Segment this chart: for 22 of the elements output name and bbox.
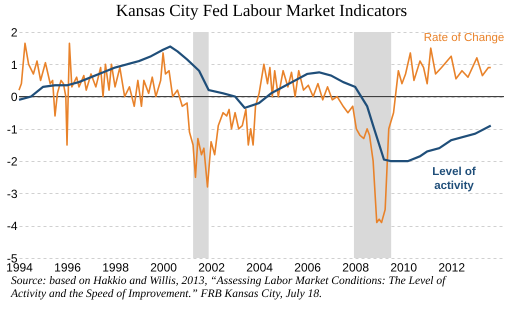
y-tick-label: 1 [10, 58, 18, 72]
x-tick-label: 2002 [198, 260, 226, 274]
series-label: Level of activity [432, 166, 476, 192]
x-tick-label: 1998 [102, 260, 130, 274]
series-label: Rate of Change [424, 32, 504, 44]
line-series [18, 42, 492, 224]
x-tick-label: 2010 [390, 260, 418, 274]
y-tick-label: -2 [6, 154, 18, 169]
line-series [18, 45, 492, 162]
y-tick-label: 2 [10, 26, 18, 40]
y-tick-label: 0 [10, 90, 18, 104]
y-tick-label: -1 [6, 122, 18, 136]
x-tick-label: 2006 [294, 260, 322, 274]
x-tick-label: 2008 [342, 260, 370, 274]
chart-title: Kansas City Fed Labour Market Indicators [116, 1, 408, 20]
x-tick-label: 2000 [150, 260, 178, 274]
x-tick-label: 2004 [246, 260, 274, 274]
source-note: Source: based on Hakkio and Willis, 2013, “Assessing Labor Market Conditions: The Level of Activity and the Speed of Improvement.” FRB Kansas City, July 18. [10, 275, 448, 300]
y-tick-label: -3 [6, 186, 18, 201]
y-tick-label: -4 [6, 219, 18, 234]
x-tick-label: 1996 [54, 260, 82, 274]
x-tick-label: 2012 [438, 260, 466, 274]
